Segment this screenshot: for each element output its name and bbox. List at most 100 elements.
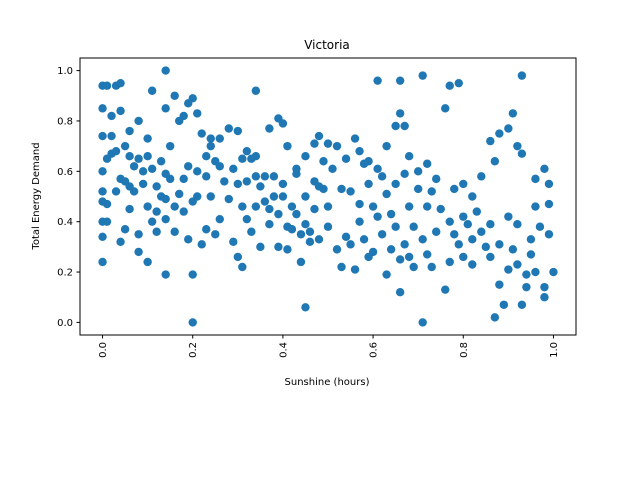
data-point [490,313,500,322]
data-point [111,146,121,156]
data-point [274,242,283,252]
data-point [395,76,405,85]
data-point [215,214,224,224]
data-point [202,225,211,234]
data-point [125,126,134,136]
data-point [211,230,220,239]
data-point [472,207,481,216]
data-point [274,209,283,219]
data-point [468,260,477,269]
data-point [116,106,125,116]
data-point [418,71,427,80]
data-point [490,157,500,166]
data-point [156,157,166,166]
data-point [499,300,509,309]
data-point [301,303,310,312]
data-point [197,129,206,138]
data-point [436,204,445,214]
data-point [165,174,175,184]
data-point [409,262,418,272]
y-tick-label: 0.0 [57,318,73,329]
data-point [184,235,193,244]
data-point [391,179,400,189]
data-point [260,197,270,206]
data-point [175,189,184,199]
data-point [251,202,261,211]
y-tick-label: 0.6 [57,167,73,178]
data-point [477,227,486,236]
x-tick-label: 0.0 [98,342,109,358]
data-point [409,222,418,231]
data-point [450,230,459,239]
data-point [400,240,409,249]
x-tick-label: 0.6 [369,342,380,358]
data-point [98,131,107,141]
data-point [206,192,215,201]
data-point [283,245,292,254]
y-axis-ticks: 0.0 0.2 0.4 0.6 0.8 1.0 [57,66,80,329]
data-point [247,154,256,163]
x-axis-label: Sunshine (hours) [285,377,370,388]
data-point [400,169,409,179]
data-point [445,81,454,90]
data-point [305,237,315,247]
data-point [522,270,531,279]
y-tick-label: 0.8 [57,116,73,127]
data-point [373,164,382,173]
data-point [125,204,134,214]
data-point [486,136,495,146]
data-point [368,202,378,211]
data-point [459,252,468,262]
data-point [544,179,554,189]
data-point [143,134,152,143]
data-point [395,109,405,118]
data-point [395,255,405,264]
data-point [450,184,459,194]
data-point [386,245,396,254]
data-point [328,164,337,173]
data-point [129,187,139,196]
data-point [373,212,382,221]
data-point [544,199,554,209]
data-point [287,202,297,211]
data-point [404,252,414,262]
data-point [400,121,409,131]
data-point [98,187,107,196]
data-point [486,252,495,262]
data-point [134,230,143,239]
data-point [301,192,310,201]
data-point [346,187,355,196]
data-point [346,240,355,249]
data-point [323,202,333,211]
data-point [238,262,247,272]
data-point [540,164,549,173]
data-point [287,225,297,234]
data-point [161,66,170,75]
data-point [526,235,536,244]
chart-title: Victoria [304,38,350,52]
data-point [305,227,315,236]
data-point [454,240,463,249]
data-point [413,184,423,194]
data-point [522,282,531,292]
data-point [549,267,558,277]
data-point [404,152,414,161]
data-point [206,134,215,143]
data-point [463,220,472,229]
data-point [170,202,179,211]
x-tick-label: 0.2 [188,342,199,358]
data-point [152,182,161,191]
data-point [301,152,310,161]
data-point [427,187,436,196]
data-point [296,257,306,267]
data-point [323,222,333,231]
data-point [418,318,427,327]
data-point [161,270,170,279]
data-point [161,104,170,113]
data-point [337,262,346,272]
data-point [368,247,378,257]
data-point [215,134,224,143]
data-points [98,66,558,327]
data-point [138,179,148,189]
data-point [98,257,107,267]
